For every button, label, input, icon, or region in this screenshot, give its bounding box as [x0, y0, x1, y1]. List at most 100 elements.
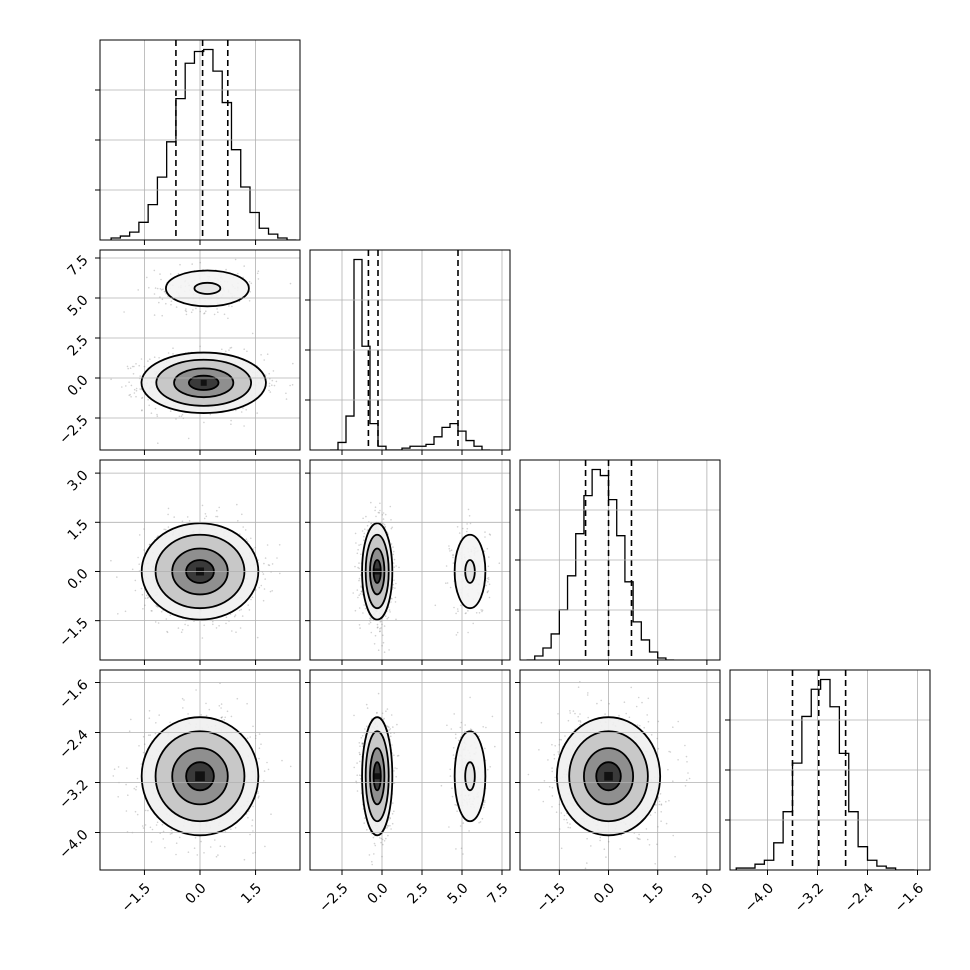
scatter-point [220, 707, 222, 709]
scatter-point [203, 852, 205, 854]
scatter-point [184, 623, 186, 626]
scatter-point [362, 517, 364, 520]
scatter-point [137, 556, 139, 559]
scatter-point [483, 550, 486, 553]
scatter-point [209, 413, 212, 416]
scatter-point [184, 309, 187, 312]
scatter-point [153, 269, 156, 272]
y-tick-label: 2.5 [65, 332, 92, 359]
scatter-point [355, 542, 357, 544]
scatter-point [481, 610, 483, 613]
scatter-point [185, 310, 188, 313]
scatter-point [462, 527, 464, 530]
contour-0-0 [140, 351, 267, 414]
scatter-point [392, 562, 395, 564]
scatter-point [234, 827, 237, 829]
scatter-point [271, 563, 274, 565]
scatter-point [359, 627, 361, 629]
scatter-point [187, 624, 189, 627]
scatter-point [251, 819, 254, 821]
scatter-point [146, 276, 148, 279]
scatter-point [382, 518, 385, 520]
scatter-point [480, 609, 483, 611]
scatter-point [258, 795, 260, 797]
scatter-point [257, 792, 259, 794]
scatter-point [175, 306, 178, 308]
scatter-point [172, 347, 174, 350]
scatter-point [466, 530, 468, 533]
scatter-point [143, 549, 145, 551]
scatter-point [166, 630, 168, 633]
scatter-point [170, 829, 173, 832]
scatter-point [361, 530, 364, 532]
scatter-point [275, 380, 278, 383]
scatter-point [384, 513, 387, 516]
scatter-point [366, 529, 369, 531]
scatter-point [235, 409, 237, 412]
scatter-point [352, 592, 355, 594]
scatter-point [224, 716, 226, 719]
scatter-point [486, 591, 489, 594]
scatter-point [360, 586, 363, 589]
scatter-point [250, 282, 253, 285]
scatter-point [195, 689, 197, 691]
scatter-point [251, 332, 254, 335]
scatter-point [128, 394, 130, 397]
scatter-point [164, 846, 166, 849]
scatter-point [242, 407, 244, 409]
scatter-point [398, 566, 400, 569]
scatter-point [242, 526, 244, 528]
scatter-point [116, 576, 118, 578]
scatter-point [458, 532, 461, 534]
scatter-point [271, 590, 274, 592]
scatter-point [205, 702, 207, 705]
scatter-point [258, 747, 261, 749]
scatter-point [382, 641, 385, 644]
scatter-point [201, 504, 204, 507]
scatter-point [163, 290, 166, 293]
scatter-point [285, 398, 288, 400]
scatter-point [167, 526, 170, 528]
scatter-point [242, 276, 244, 279]
scatter-point [216, 308, 218, 310]
scatter-point [289, 384, 291, 387]
contour-0-2 [173, 367, 235, 399]
scatter-point [268, 389, 270, 392]
scatter-point [456, 631, 459, 634]
scatter-point [219, 845, 222, 847]
scatter-point [142, 827, 145, 829]
scatter-point [185, 313, 188, 316]
scatter-point [215, 627, 218, 629]
scatter-point [375, 515, 377, 518]
scatter-point [252, 830, 254, 832]
scatter-point [260, 584, 263, 587]
scatter-point [178, 836, 181, 839]
scatter-point [455, 634, 458, 636]
scatter-point [388, 609, 391, 611]
scatter-point [129, 393, 131, 396]
scatter-point [185, 308, 187, 310]
scatter-point [215, 855, 218, 858]
scatter-point [263, 359, 266, 361]
scatter-point [247, 816, 249, 819]
scatter-point [390, 543, 393, 545]
scatter-point [467, 508, 470, 511]
scatter-point [379, 628, 381, 630]
scatter-point [255, 589, 257, 591]
scatter-point [269, 590, 272, 593]
scatter-point [169, 833, 172, 835]
scatter-point [125, 810, 128, 812]
scatter-point [203, 517, 206, 520]
scatter-point [169, 410, 172, 413]
scatter-point [121, 386, 123, 388]
scatter-point [360, 543, 362, 546]
scatter-point [246, 702, 248, 705]
scatter-point [220, 703, 223, 705]
scatter-point [230, 828, 232, 830]
scatter-point [160, 278, 162, 281]
scatter-point [133, 365, 135, 368]
scatter-point [149, 734, 151, 736]
scatter-point [135, 788, 137, 791]
scatter-point [141, 593, 144, 596]
scatter-point [154, 287, 157, 289]
